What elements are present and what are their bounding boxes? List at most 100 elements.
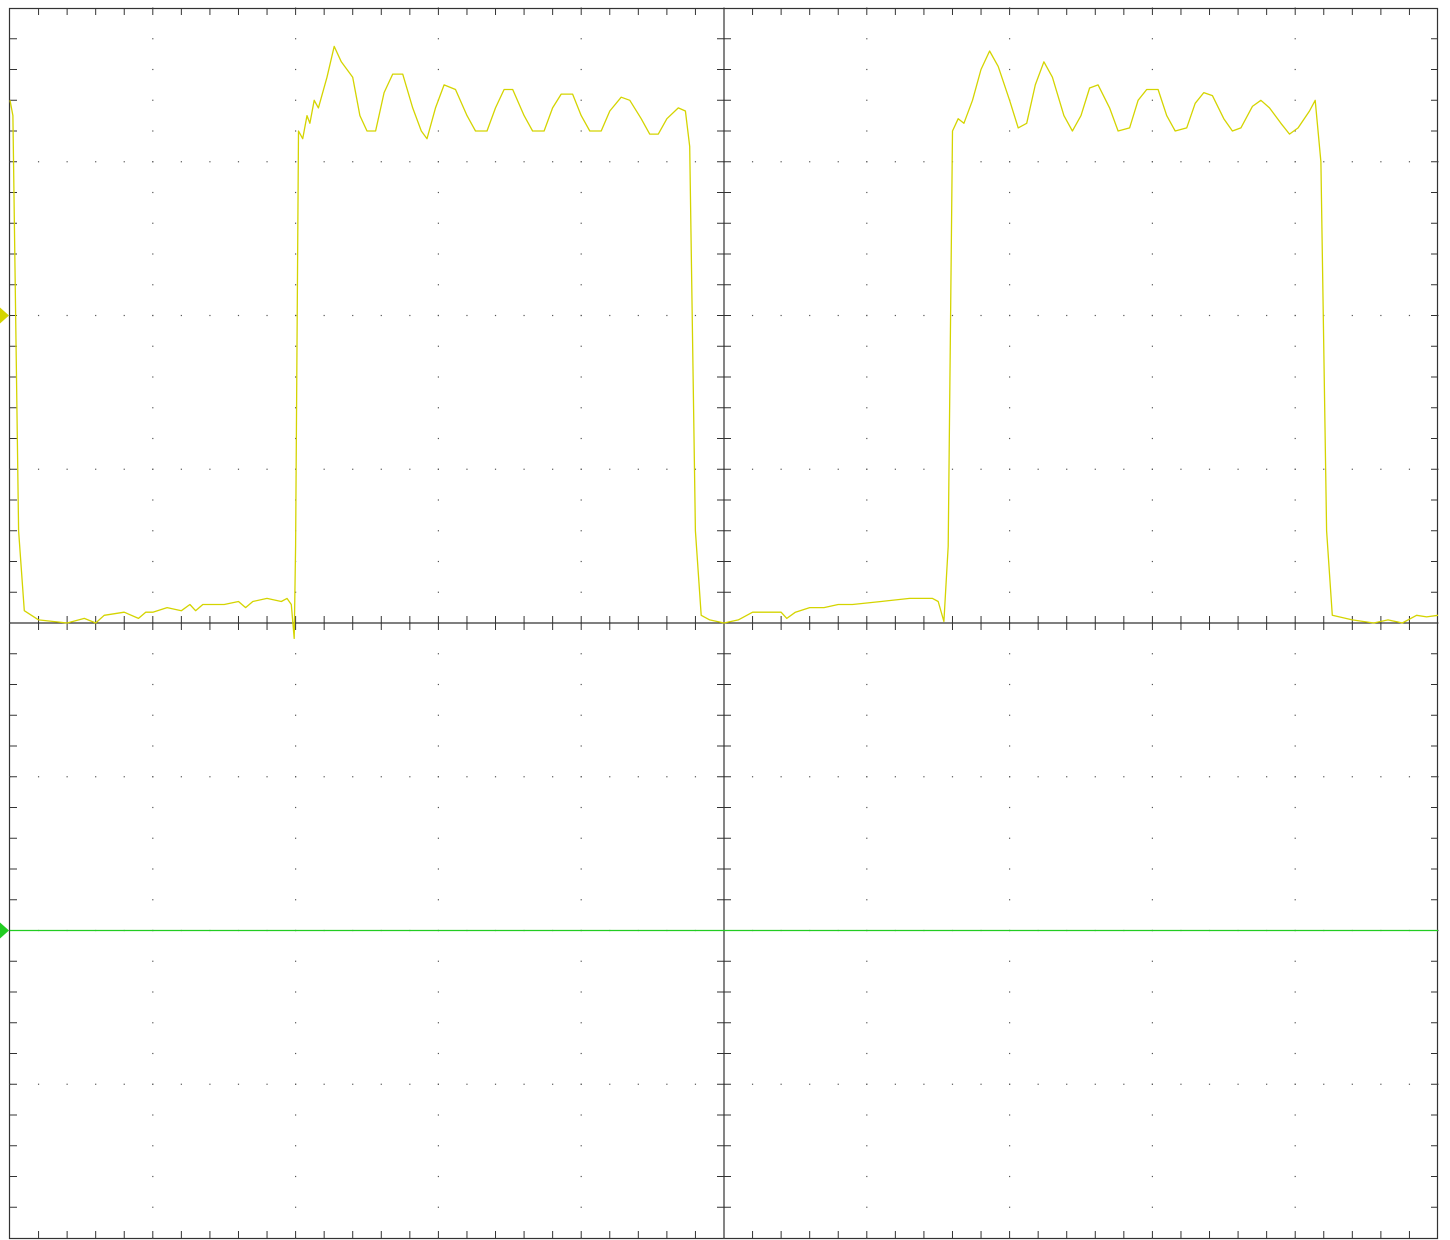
grid-dot [437, 991, 439, 993]
grid-dot [437, 68, 439, 71]
grid-dot [580, 468, 582, 470]
grid-dot [152, 1114, 154, 1116]
grid-dot [523, 468, 525, 470]
grid-dot [923, 468, 925, 470]
grid-dot [295, 1114, 297, 1116]
grid-dot [580, 530, 582, 532]
grid-dot [209, 314, 211, 317]
grid-dot [866, 68, 868, 71]
grid-dot [866, 1175, 868, 1178]
grid-dot [123, 776, 125, 778]
grid-dot [237, 468, 240, 470]
grid-dot [295, 868, 297, 870]
grid-dot [295, 1175, 297, 1178]
grid-dot [323, 776, 325, 778]
grid-dot [37, 314, 40, 317]
grid-dot [866, 683, 868, 686]
grid-dot [409, 776, 411, 778]
grid-dot [580, 499, 582, 501]
grid-dot [437, 1052, 439, 1055]
grid-dot [1151, 806, 1153, 809]
grid-dot [152, 960, 154, 962]
grid-dot [609, 1083, 611, 1085]
grid-dot [1266, 776, 1268, 778]
grid-dot [152, 991, 154, 993]
grid-dot [923, 776, 925, 778]
grid-dot [751, 468, 754, 470]
grid-dot [295, 776, 297, 778]
grid-dot [580, 314, 582, 317]
grid-dot [1380, 776, 1382, 778]
grid-dot [866, 560, 868, 563]
grid-dot [609, 161, 611, 163]
grid-dot [580, 960, 582, 962]
grid-dot [1408, 161, 1411, 163]
grid-dot [1294, 776, 1296, 778]
grid-dot [237, 776, 240, 778]
grid-dot [295, 437, 297, 440]
grid-dot [1151, 191, 1153, 194]
grid-dot [694, 1083, 697, 1085]
grid-dot [580, 345, 582, 347]
grid-dot [180, 1083, 182, 1085]
grid-dot [1037, 161, 1039, 163]
grid-dot [866, 776, 868, 778]
grid-dot [437, 591, 439, 593]
grid-dot [1009, 653, 1011, 655]
grid-dot [980, 314, 982, 317]
grid-dot [1009, 991, 1011, 993]
grid-dot [152, 1052, 154, 1055]
grid-dot [1009, 1052, 1011, 1055]
grid-dot [95, 776, 97, 778]
grid-dot [352, 468, 354, 470]
grid-dot [295, 376, 297, 378]
grid-dot [1294, 1114, 1296, 1116]
grid-dot [666, 468, 668, 470]
grid-dot [295, 1206, 297, 1208]
grid-dot [1151, 407, 1153, 409]
grid-dot [866, 1206, 868, 1208]
grid-dot [1294, 407, 1296, 409]
grid-dot [295, 991, 297, 993]
grid-dot [894, 314, 896, 317]
grid-dot [751, 161, 754, 163]
grid-dot [1009, 191, 1011, 194]
grid-dot [866, 468, 868, 470]
grid-dot [152, 1145, 154, 1147]
grid-dot [923, 1083, 925, 1085]
grid-dot [37, 776, 40, 778]
grid-dot [1180, 161, 1182, 163]
grid-dot [1009, 407, 1011, 409]
grid-dot [580, 161, 582, 163]
grid-dot [1151, 222, 1153, 224]
grid-dot [437, 468, 439, 470]
grid-dot [295, 960, 297, 962]
grid-dot [951, 314, 954, 317]
grid-dot [1151, 960, 1153, 962]
grid-dot [1009, 868, 1011, 870]
grid-dot [295, 714, 297, 716]
grid-dot [295, 130, 297, 132]
grid-dot [580, 899, 582, 901]
grid-dot [123, 161, 125, 163]
grid-dot [152, 161, 154, 163]
grid-dot [1009, 560, 1011, 563]
grid-dot [437, 683, 439, 686]
grid-dot [1151, 653, 1153, 655]
grid-dot [866, 1022, 868, 1024]
grid-dot [437, 376, 439, 378]
grid-dot [437, 560, 439, 563]
grid-dot [237, 1083, 240, 1085]
grid-dot [323, 468, 325, 470]
grid-dot [1294, 1206, 1296, 1208]
grid-dot [1408, 314, 1411, 317]
grid-dot [437, 284, 439, 286]
grid-dot [352, 776, 354, 778]
grid-dot [1294, 99, 1296, 101]
grid-dot [266, 161, 268, 163]
grid-dot [809, 776, 811, 778]
grid-dot [1294, 191, 1296, 194]
grid-dot [866, 960, 868, 962]
grid-dot [1151, 991, 1153, 993]
